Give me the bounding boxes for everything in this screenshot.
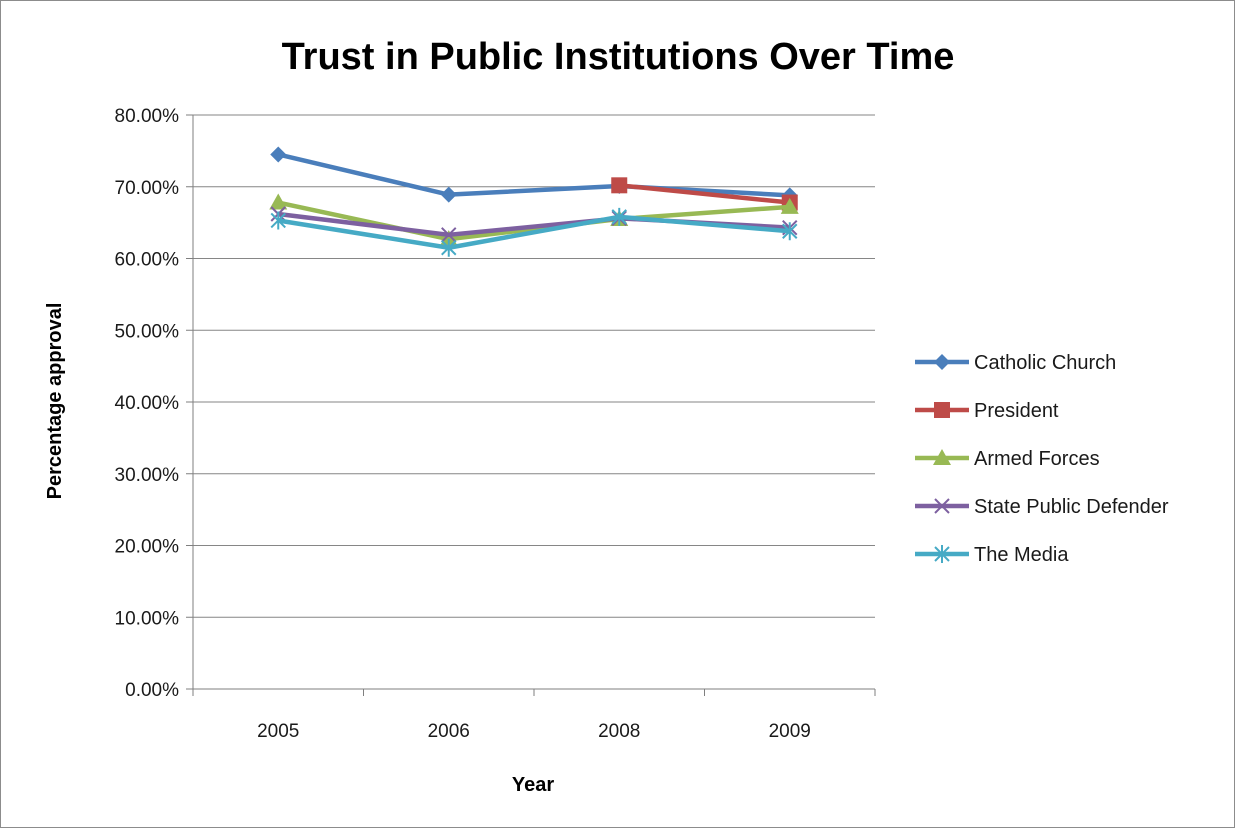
y-tick-label: 10.00% (115, 608, 180, 629)
series (270, 207, 798, 257)
legend-label: Catholic Church (974, 352, 1116, 374)
data-point (780, 197, 799, 214)
series-group (269, 146, 799, 257)
data-point (934, 402, 950, 418)
data-point (441, 227, 457, 243)
data-point (270, 146, 287, 163)
data-point (440, 186, 457, 203)
legend-item: Catholic Church (915, 352, 1116, 374)
x-tick-label: 2008 (598, 721, 640, 742)
data-point (934, 545, 950, 563)
chart-title: Trust in Public Institutions Over Time (282, 36, 955, 78)
legend-label: President (974, 400, 1059, 422)
data-point (934, 354, 950, 370)
y-tick-label: 50.00% (115, 321, 180, 342)
y-tick-label: 20.00% (115, 537, 180, 558)
y-tick-label: 40.00% (115, 393, 180, 414)
legend-item: The Media (915, 544, 1069, 566)
series-line (619, 183, 790, 205)
legend: Catholic Church President Armed Forces Stat… (915, 352, 1169, 566)
gridlines (186, 114, 876, 696)
y-tick-label: 0.00% (125, 680, 179, 701)
y-tick-label: 70.00% (115, 178, 180, 199)
y-tick-label: 30.00% (115, 465, 180, 486)
y-axis-ticks: 0.00% 10.00% 20.00% 30.00% 40.00% 50.00% 60.00… (115, 106, 180, 701)
legend-item: Armed Forces (915, 448, 1100, 470)
data-point (933, 449, 951, 465)
series-line (277, 200, 790, 242)
x-axis-title: Year (512, 774, 554, 796)
data-point (611, 177, 628, 194)
legend-label: Armed Forces (974, 448, 1100, 470)
series-line (277, 152, 790, 198)
data-point (934, 498, 950, 514)
x-tick-label: 2006 (428, 721, 470, 742)
legend-item: State Public Defender (915, 496, 1169, 518)
data-point (270, 211, 286, 230)
legend-label: The Media (974, 544, 1069, 566)
series-line (277, 214, 790, 250)
legend-item: President (915, 400, 1059, 422)
data-point (441, 238, 457, 257)
x-tick-label: 2009 (769, 721, 811, 742)
legend-label: State Public Defender (974, 496, 1169, 518)
series (269, 193, 799, 247)
y-tick-label: 80.00% (115, 106, 180, 127)
y-axis-title: Percentage approval (44, 303, 66, 500)
x-tick-label: 2005 (257, 721, 299, 742)
data-point (269, 193, 288, 210)
x-axis-ticks: 2005 2006 2008 2009 (257, 721, 811, 742)
y-tick-label: 60.00% (115, 250, 180, 271)
data-point (782, 222, 798, 241)
data-point (611, 207, 627, 226)
